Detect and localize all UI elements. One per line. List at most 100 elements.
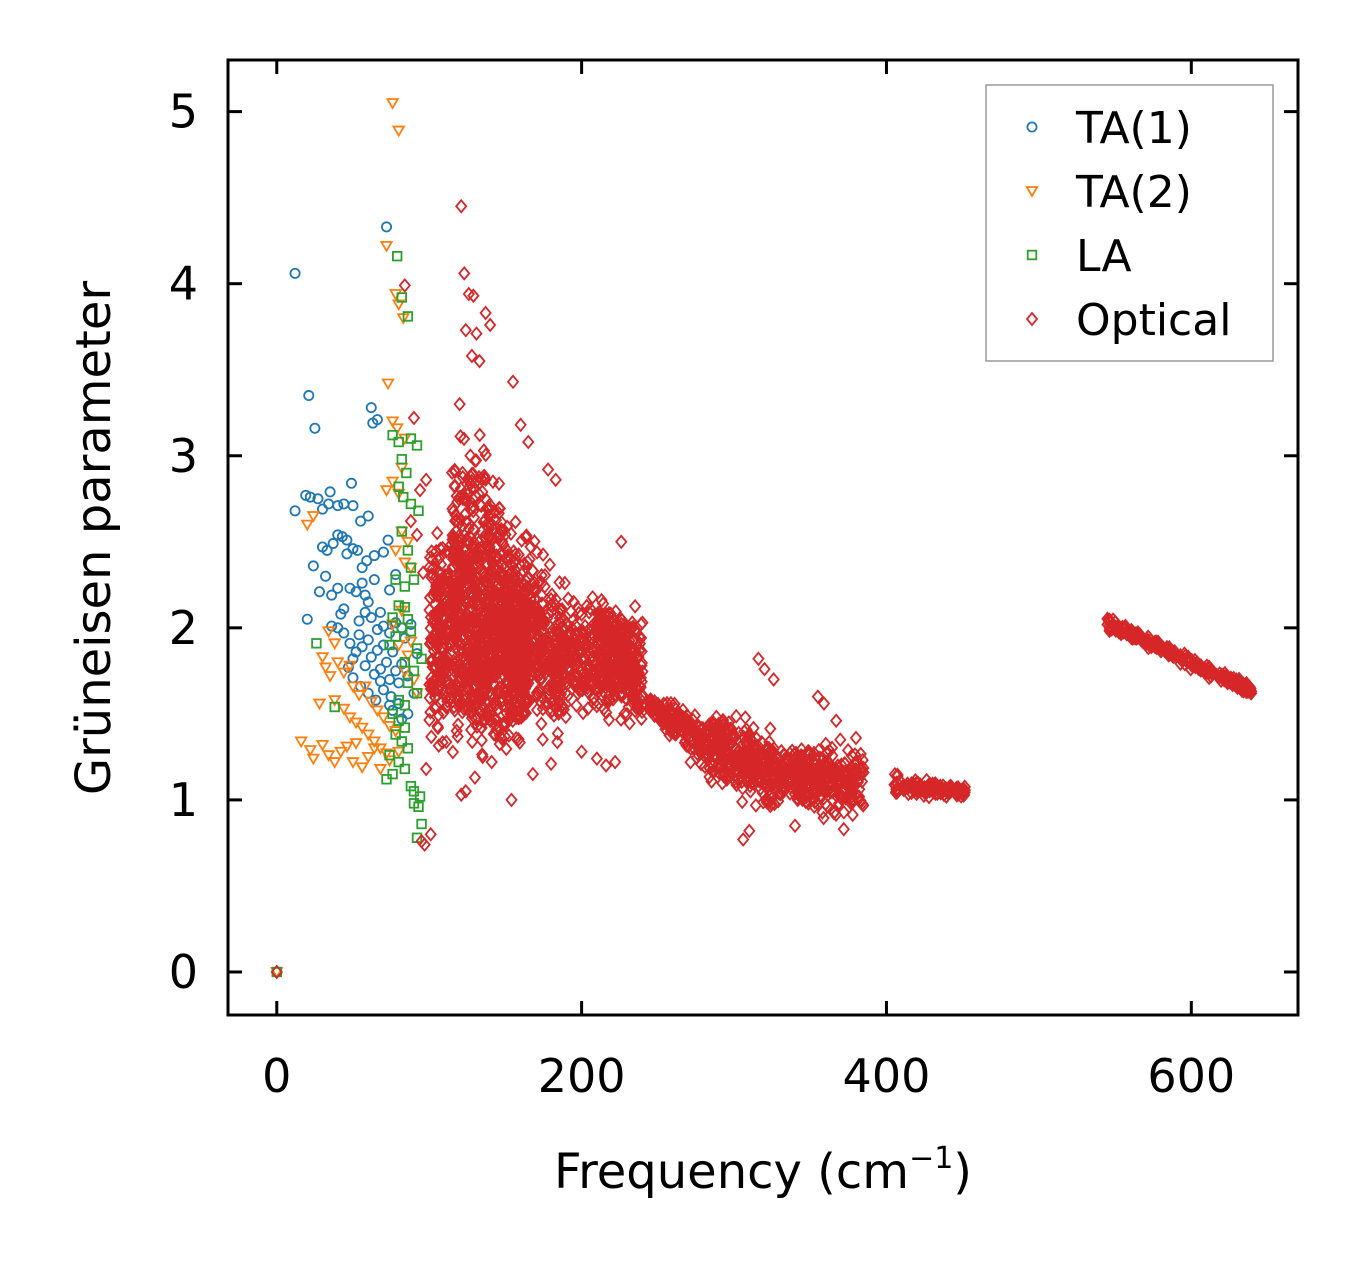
la-point <box>393 600 404 611</box>
optical-point <box>486 554 499 569</box>
optical-point <box>481 537 495 552</box>
optical-point <box>459 783 472 799</box>
ta-1--point <box>320 570 332 582</box>
optical-point <box>466 589 480 604</box>
ta-2--point <box>321 626 336 639</box>
ta-1--point <box>377 620 389 632</box>
la-point <box>387 429 398 441</box>
optical-point <box>459 322 472 338</box>
optical-point <box>775 772 789 788</box>
legend-label: TA(2) <box>1075 167 1192 218</box>
ta-2--point <box>367 736 382 749</box>
optical-point <box>590 751 604 767</box>
optical-point <box>436 734 449 750</box>
la-point <box>405 562 417 573</box>
optical-point <box>480 673 493 689</box>
optical-point <box>553 606 566 622</box>
optical-point <box>424 653 437 669</box>
optical-point <box>764 798 777 814</box>
ta-1--point <box>365 402 377 414</box>
optical-point <box>541 616 554 632</box>
ta-2--point <box>364 696 379 709</box>
optical-point <box>585 632 599 647</box>
la-point <box>402 677 414 689</box>
optical-point <box>424 826 437 842</box>
optical-point <box>513 634 527 650</box>
ta-2--point <box>315 739 330 752</box>
ta-1--point <box>382 534 394 546</box>
optical-point <box>521 554 534 570</box>
optical-point <box>823 743 836 759</box>
optical-point <box>465 466 479 482</box>
optical-point <box>452 633 465 648</box>
optical-point <box>502 728 516 743</box>
optical-point <box>707 724 720 740</box>
optical-point <box>457 578 470 594</box>
optical-point <box>473 659 487 674</box>
optical-point <box>518 679 531 695</box>
ta-1--point <box>390 665 402 677</box>
ta-1--point <box>377 546 389 558</box>
optical-point <box>496 534 509 549</box>
optical-point <box>457 542 470 558</box>
la-point <box>399 581 411 592</box>
ta-1--point <box>335 608 347 620</box>
ta-2--point <box>358 681 372 694</box>
optical-point <box>418 837 431 853</box>
optical-point <box>483 529 496 545</box>
la-point <box>390 574 401 585</box>
optical-point <box>517 707 530 723</box>
optical-point <box>813 767 827 783</box>
optical-point <box>778 778 791 794</box>
optical-point <box>544 756 558 772</box>
ta-1--point <box>341 548 353 560</box>
optical-point <box>747 720 760 736</box>
ta-1--point <box>381 656 393 668</box>
optical-point <box>757 794 770 810</box>
optical-point <box>492 476 506 492</box>
optical-point <box>518 607 531 623</box>
ta-2--point <box>388 545 403 558</box>
optical-point <box>460 483 473 499</box>
optical-point <box>545 587 559 603</box>
ta-2--point <box>303 745 318 757</box>
optical-point <box>608 667 622 683</box>
optical-point <box>432 707 445 723</box>
optical-point <box>597 671 610 687</box>
optical-point <box>549 685 562 701</box>
optical-point <box>452 515 466 531</box>
ta-1--point <box>387 646 399 658</box>
legend-label: TA(1) <box>1075 103 1192 154</box>
ta-2--point <box>391 125 406 138</box>
optical-point <box>576 705 590 721</box>
optical-point <box>423 712 436 728</box>
optical-point <box>447 621 460 636</box>
ta-2--point <box>404 636 418 649</box>
optical-point <box>480 493 493 508</box>
optical-point <box>761 740 774 756</box>
optical-point <box>487 560 500 576</box>
optical-point <box>628 598 642 614</box>
optical-point <box>1109 623 1122 638</box>
ta-1--point <box>402 708 414 720</box>
optical-point <box>909 772 922 788</box>
optical-point <box>478 470 491 486</box>
ta-2--point <box>337 667 351 680</box>
ta-2--point <box>373 764 388 776</box>
optical-point <box>626 615 639 631</box>
optical-point <box>829 713 843 729</box>
optical-point <box>791 777 804 793</box>
la-point <box>411 440 423 451</box>
optical-point <box>633 636 647 652</box>
optical-point <box>803 769 816 785</box>
optical-point <box>936 783 950 799</box>
ta-1--point <box>332 622 344 634</box>
optical-point <box>706 733 719 748</box>
la-point <box>398 491 409 503</box>
optical-point <box>841 742 855 758</box>
optical-point <box>846 794 859 810</box>
optical-point <box>469 551 483 567</box>
optical-point <box>657 712 671 728</box>
optical-point <box>508 574 522 590</box>
optical-point <box>705 774 718 789</box>
